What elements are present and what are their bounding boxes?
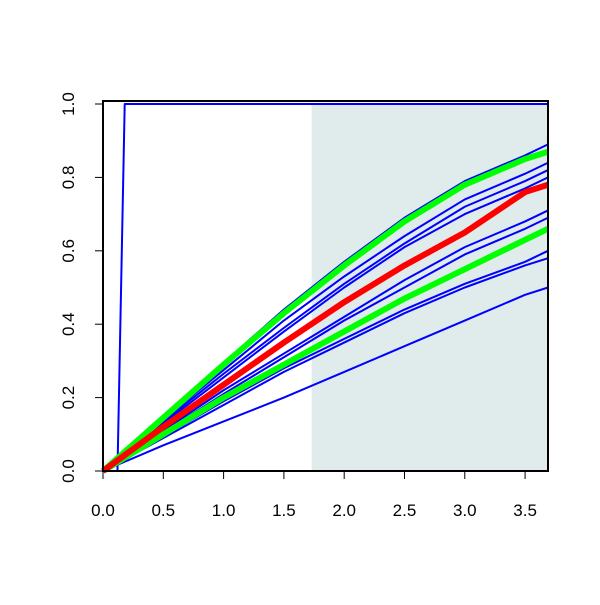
- y-tick-label: 0.0: [59, 459, 78, 483]
- y-tick-label: 0.6: [59, 239, 78, 263]
- y-tick-label: 1.0: [59, 92, 78, 116]
- x-tick-label: 0.0: [91, 501, 115, 520]
- series-line: [116, 103, 548, 472]
- series-line: [101, 148, 549, 474]
- x-tick-label: 1.0: [212, 501, 236, 520]
- y-tick-label: 0.4: [59, 312, 78, 336]
- series-line: [101, 181, 549, 474]
- series-line: [102, 209, 549, 472]
- x-tick-label: 3.5: [513, 501, 537, 520]
- x-tick-label: 1.5: [272, 501, 296, 520]
- x-tick-label: 0.5: [151, 501, 175, 520]
- plot-box: [102, 100, 549, 472]
- series-line: [102, 257, 549, 472]
- series-line: [102, 169, 549, 472]
- x-tick-label: 2.5: [393, 501, 417, 520]
- series-line: [102, 176, 549, 472]
- x-tick-label: 2.0: [332, 501, 356, 520]
- y-tick-label: 0.2: [59, 386, 78, 410]
- x-tick-label: 3.0: [453, 501, 477, 520]
- series-line: [102, 286, 549, 472]
- series-line: [101, 226, 550, 474]
- y-tick-label: 0.8: [59, 166, 78, 190]
